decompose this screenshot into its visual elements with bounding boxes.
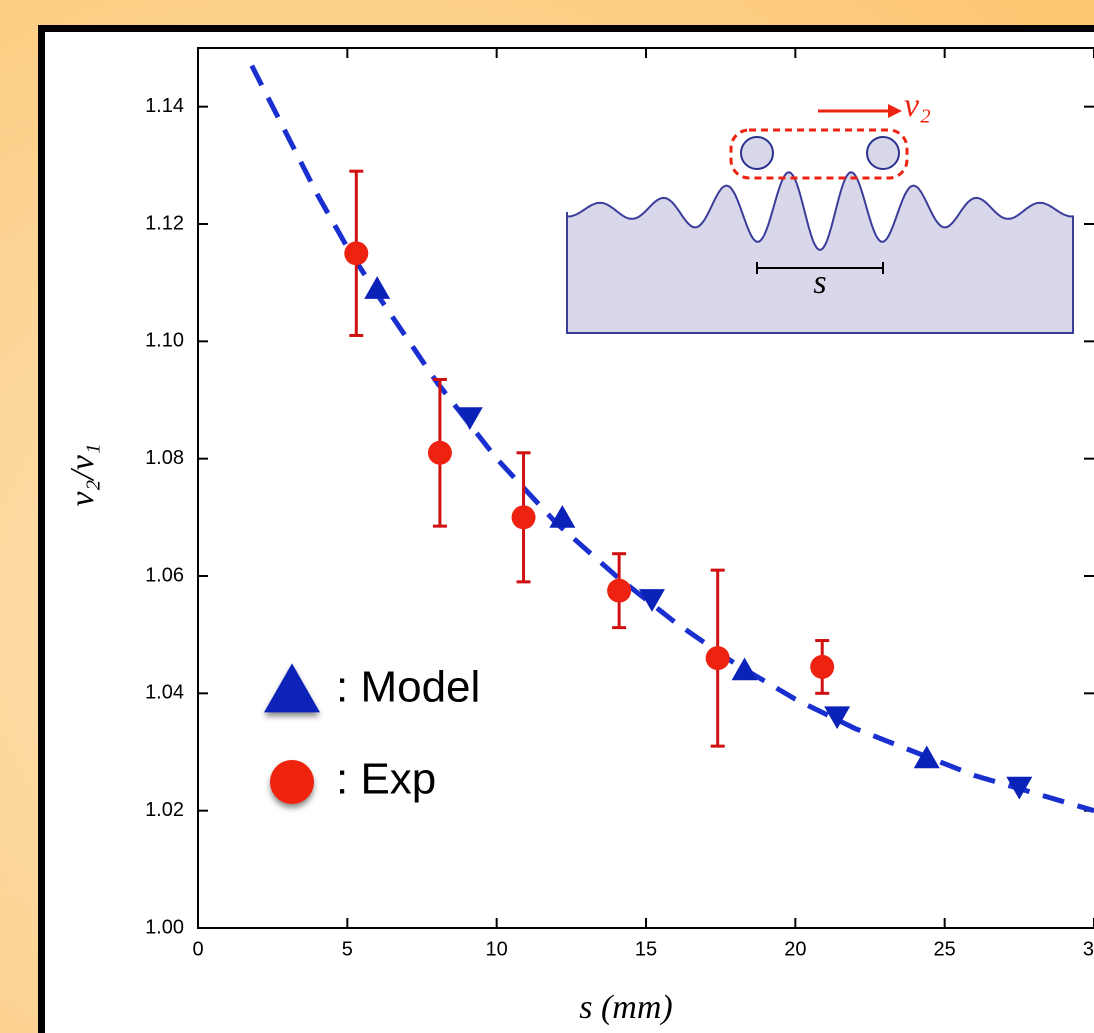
y-tick-label: 1.14 <box>145 95 184 117</box>
fit-line <box>249 64 1094 814</box>
x-tick-label: 0 <box>192 938 203 960</box>
velocity-label: v₂ <box>904 87 931 124</box>
legend-marker <box>270 760 314 804</box>
model-marker <box>731 657 758 681</box>
y-tick-label: 1.12 <box>145 212 184 234</box>
particle <box>866 136 900 170</box>
x-tick-label: 5 <box>342 938 353 960</box>
plot-area <box>197 47 1094 929</box>
exp-marker <box>344 241 369 266</box>
model-marker <box>549 504 576 528</box>
exp-marker <box>810 654 835 679</box>
spacing-label: s <box>813 264 826 301</box>
velocity-arrowhead <box>888 104 902 118</box>
y-axis-label: v₂/v₁ <box>64 443 101 506</box>
legend-marker <box>264 663 320 713</box>
inset-surface <box>566 171 1074 334</box>
exp-marker <box>511 505 536 530</box>
y-tick-label: 1.04 <box>145 682 184 704</box>
x-tick-label: 20 <box>784 938 806 960</box>
exp-marker <box>705 646 730 671</box>
x-tick-label: 15 <box>635 938 657 960</box>
y-tick-label: 1.10 <box>145 330 184 352</box>
inset: s v₂ <box>566 87 1074 334</box>
model-marker <box>824 706 851 730</box>
model-marker <box>913 745 940 769</box>
x-axis-label: s (mm) <box>579 989 672 1026</box>
model-marker <box>456 407 483 430</box>
y-tick-label: 1.00 <box>145 916 184 938</box>
legend-label: : Exp <box>336 755 436 804</box>
legend-label: : Model <box>336 663 480 712</box>
model-marker <box>638 589 665 612</box>
exp-marker <box>607 578 632 603</box>
model-marker <box>364 276 391 299</box>
particle <box>740 136 774 170</box>
pair-outline <box>729 128 909 180</box>
y-tick-label: 1.08 <box>145 447 184 469</box>
model-marker <box>1006 776 1033 800</box>
panel <box>45 32 1094 1033</box>
y-tick-label: 1.06 <box>145 564 184 586</box>
x-tick-label: 25 <box>934 938 956 960</box>
exp-marker <box>427 440 452 465</box>
x-tick-label: 10 <box>486 938 508 960</box>
x-tick-label: 30 <box>1083 938 1094 960</box>
y-tick-label: 1.02 <box>145 799 184 821</box>
